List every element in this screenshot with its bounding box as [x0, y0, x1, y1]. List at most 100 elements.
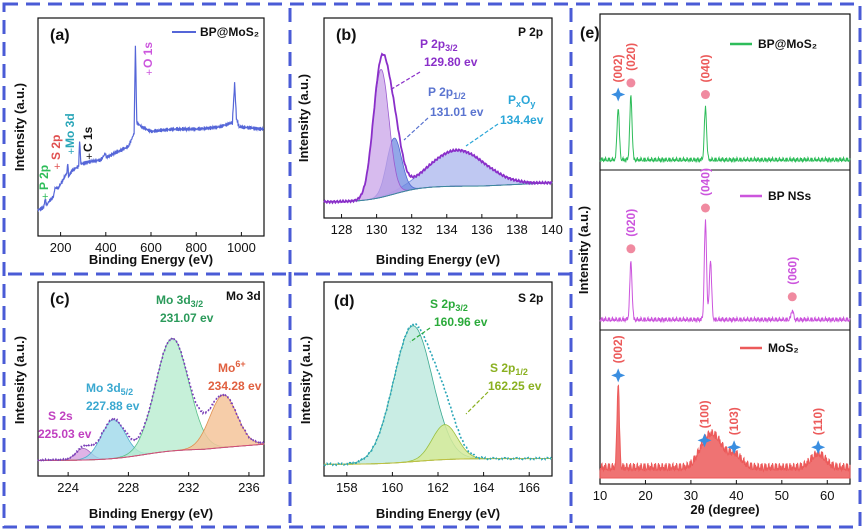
peak-marker-s2p: + [54, 161, 60, 173]
panel-d-peak1-energy: 162.25 ev [488, 379, 542, 393]
panel-c-label: (c) [50, 291, 70, 308]
panel-e-xtick-label: 10 [593, 488, 607, 503]
xrd-star-marker [611, 368, 626, 383]
panel-b-peak1-name: P 2p1/2 [428, 85, 466, 101]
panel-c-peak0-name: S 2s [48, 409, 73, 423]
panel-c-ylabel: Intensity (a.u.) [12, 336, 27, 424]
peak-marker-mo3d: + [68, 146, 74, 158]
panel-d: (d) S 2p 158 160 162 164 166 Binding Energy … [298, 281, 553, 521]
panel-e-xtick-label: 40 [729, 488, 743, 503]
xrd-star-marker [727, 440, 742, 455]
peak-label-p2p: P 2p [37, 165, 51, 190]
panel-d-peak1-arrow [465, 391, 489, 415]
panel-a-xtick-label: 600 [140, 240, 162, 255]
panel-a-xtick-label: 400 [95, 240, 117, 255]
panel-b-xtick-label: 134 [436, 222, 458, 237]
peak-label-o1s: O 1s [141, 42, 155, 68]
panel-b-peak0-name: P 2p3/2 [420, 37, 458, 53]
panel-e-series-mos2 [599, 384, 851, 479]
peak-label-s2p: S 2p [49, 135, 63, 160]
panel-a-xlabel: Binding Energy (eV) [89, 252, 213, 267]
panel-b-xtick-label: 138 [506, 222, 528, 237]
xrd-hkl-label: (040) [698, 55, 712, 83]
xrd-hkl-label: (002) [611, 335, 625, 363]
panel-e-ylabel: Intensity (a.u.) [576, 206, 591, 294]
panel-e-series-bp-mos2 [599, 95, 851, 164]
xrd-flower-marker [626, 78, 636, 88]
panel-b-background [324, 182, 552, 203]
xrd-flower-marker [626, 244, 636, 254]
peak-label-c1s: C 1s [81, 126, 95, 152]
panel-d-xtick-label: 160 [382, 480, 404, 495]
panel-c-xtick-label: 224 [57, 480, 79, 495]
panel-a-frame [37, 17, 265, 237]
xrd-star-marker [697, 433, 712, 448]
peak-marker-c1s: + [86, 151, 92, 163]
panel-b-xtick-label: 130 [366, 222, 388, 237]
panel-b-title: P 2p [518, 25, 543, 39]
xrd-hkl-label: (020) [624, 43, 638, 71]
panel-b-peak0-energy: 129.80 ev [424, 55, 478, 69]
panel-d-xtick-label: 162 [427, 480, 449, 495]
panel-a-xtick-label: 800 [185, 240, 207, 255]
panel-a: (a) BP@MoS₂ 200 400 600 800 1000 Binding Ene… [12, 17, 265, 267]
panel-d-xtick-label: 158 [336, 480, 358, 495]
panel-b-xtick-label: 128 [331, 222, 353, 237]
xrd-hkl-label: (110) [811, 408, 825, 435]
panel-d-peak0-energy: 160.96 ev [434, 315, 488, 329]
panel-b-peak1-arrow [403, 117, 429, 141]
xrd-hkl-label: (103) [727, 407, 741, 435]
panel-d-peak0-name: S 2p3/2 [430, 297, 468, 313]
panel-c-xlabel: Binding Energy (eV) [89, 506, 213, 521]
panel-c-peak1-name: Mo 3d5/2 [86, 381, 133, 397]
xrd-flower-marker [700, 90, 710, 100]
panel-b-xlabel: Binding Energy (eV) [376, 252, 500, 267]
panel-a-ylabel: Intensity (a.u.) [12, 83, 27, 171]
panel-b-peak2-arrow [465, 123, 499, 147]
panel-c-xtick-label: 236 [238, 480, 260, 495]
panel-c: (c) Mo 3d 224 228 232 236 Binding Energy (e… [12, 281, 265, 521]
panel-c-peak1-energy: 227.88 ev [86, 399, 140, 413]
panel-b-peak2-energy: 134.4ev [500, 113, 544, 127]
panel-d-xtick-label: 166 [518, 480, 540, 495]
panel-a-legend: BP@MoS₂ [200, 25, 259, 39]
panel-e-xtick-label: 50 [775, 488, 789, 503]
panel-b-xtick-label: 132 [401, 222, 423, 237]
panel-e-xlabel: 2θ (degree) [690, 502, 759, 517]
panel-e-xtick-label: 20 [638, 488, 652, 503]
panel-d-ylabel: Intensity (a.u.) [298, 336, 313, 424]
xrd-star-marker [811, 440, 826, 455]
panel-d-peak1-name: S 2p1/2 [490, 361, 528, 377]
panel-e-xtick-label: 30 [684, 488, 698, 503]
panel-a-series-line [37, 45, 265, 213]
peak-marker-p2p: + [42, 191, 48, 203]
panel-e-frame [599, 13, 851, 485]
panel-e-xtick-label: 60 [820, 488, 834, 503]
panel-e: (e) BP@MoS₂ BP NSs MoS₂ (002)(020) (040)(… [576, 13, 851, 517]
panel-b-label: (b) [336, 27, 356, 44]
xrd-hkl-label: (002) [611, 55, 625, 83]
panel-a-xtick-label: 200 [50, 240, 72, 255]
panel-b: (b) P 2p 128 130 132 134 136 138 140 Binding E… [296, 17, 563, 267]
panel-d-label: (d) [334, 293, 354, 310]
panel-c-peak3-energy: 234.28 ev [208, 379, 262, 393]
panel-e-legend-2: MoS₂ [768, 341, 799, 355]
xrd-flower-marker [787, 292, 797, 302]
peak-marker-o1s: + [146, 67, 152, 79]
xrd-hkl-label: (060) [785, 257, 799, 285]
panel-b-ylabel: Intensity (a.u.) [296, 74, 311, 162]
panel-c-background [38, 443, 265, 461]
peak-label-mo3d: Mo 3d [63, 113, 77, 148]
panel-c-peak2-name: Mo 3d3/2 [156, 293, 203, 309]
panel-e-legend-0: BP@MoS₂ [758, 37, 817, 51]
xrd-hkl-label: (100) [698, 400, 712, 428]
xrd-hkl-label: (040) [698, 168, 712, 196]
xrd-flower-marker [700, 203, 710, 213]
panel-b-xtick-label: 140 [541, 222, 563, 237]
panel-b-peak2-name: PxOy [508, 93, 535, 109]
panel-c-peak3-name: Mo6+ [218, 359, 246, 375]
xrd-star-marker [611, 87, 626, 102]
panel-d-peak0-arrow [409, 327, 431, 343]
panel-d-envelope [323, 322, 553, 467]
